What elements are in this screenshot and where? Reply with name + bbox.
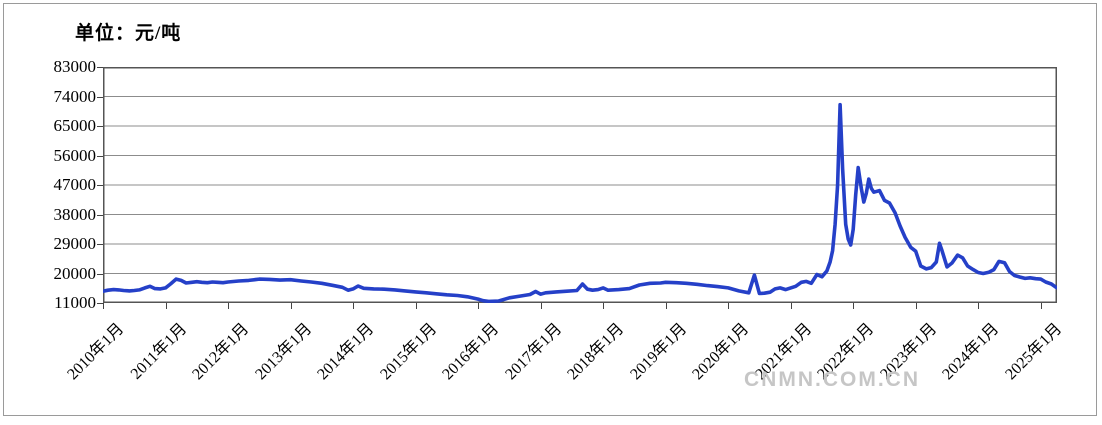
y-axis-tick: [97, 185, 103, 186]
x-axis-tick: [728, 303, 730, 309]
x-axis-tick: [165, 303, 167, 309]
y-axis-label: 38000: [53, 204, 97, 224]
y-axis-tick: [97, 214, 103, 216]
x-axis-tick: [228, 303, 230, 309]
x-axis-tick: [478, 303, 480, 309]
y-axis-tick: [97, 67, 103, 68]
y-axis-tick: [97, 303, 103, 304]
y-axis-label: 29000: [53, 234, 97, 253]
x-axis-tick: [978, 303, 980, 309]
x-axis-tick: [853, 303, 855, 309]
y-axis-tick: [97, 126, 103, 127]
y-axis-label: 56000: [53, 145, 97, 165]
y-axis-label: 11000: [54, 293, 96, 312]
watermark: CNMN.COM.CN: [744, 368, 920, 391]
x-axis-tick: [103, 303, 104, 309]
plot-frame: [103, 67, 1057, 303]
y-axis-tick: [97, 244, 103, 245]
price-line: [103, 102, 1057, 303]
x-axis-tick: [540, 303, 542, 309]
x-axis-tick: [915, 303, 917, 309]
plot-area: [103, 67, 1057, 303]
price-chart-svg: [103, 67, 1057, 303]
unit-label: 单位：元/吨: [75, 23, 182, 44]
y-axis-label: 83000: [53, 57, 97, 76]
y-axis-label: 74000: [53, 86, 97, 106]
y-axis-tick: [97, 273, 103, 275]
y-axis-tick: [97, 96, 103, 98]
y-axis-label: 20000: [53, 263, 97, 283]
x-axis-tick: [665, 303, 667, 309]
y-axis-label: 65000: [53, 116, 97, 135]
x-axis-tick: [790, 303, 792, 309]
x-axis-tick: [603, 303, 605, 309]
y-axis-tick: [97, 155, 103, 157]
x-axis-tick: [290, 303, 292, 309]
y-axis-label: 47000: [53, 175, 97, 194]
x-axis-tick: [1040, 303, 1042, 309]
x-axis-tick: [415, 303, 417, 309]
x-axis-tick: [353, 303, 355, 309]
